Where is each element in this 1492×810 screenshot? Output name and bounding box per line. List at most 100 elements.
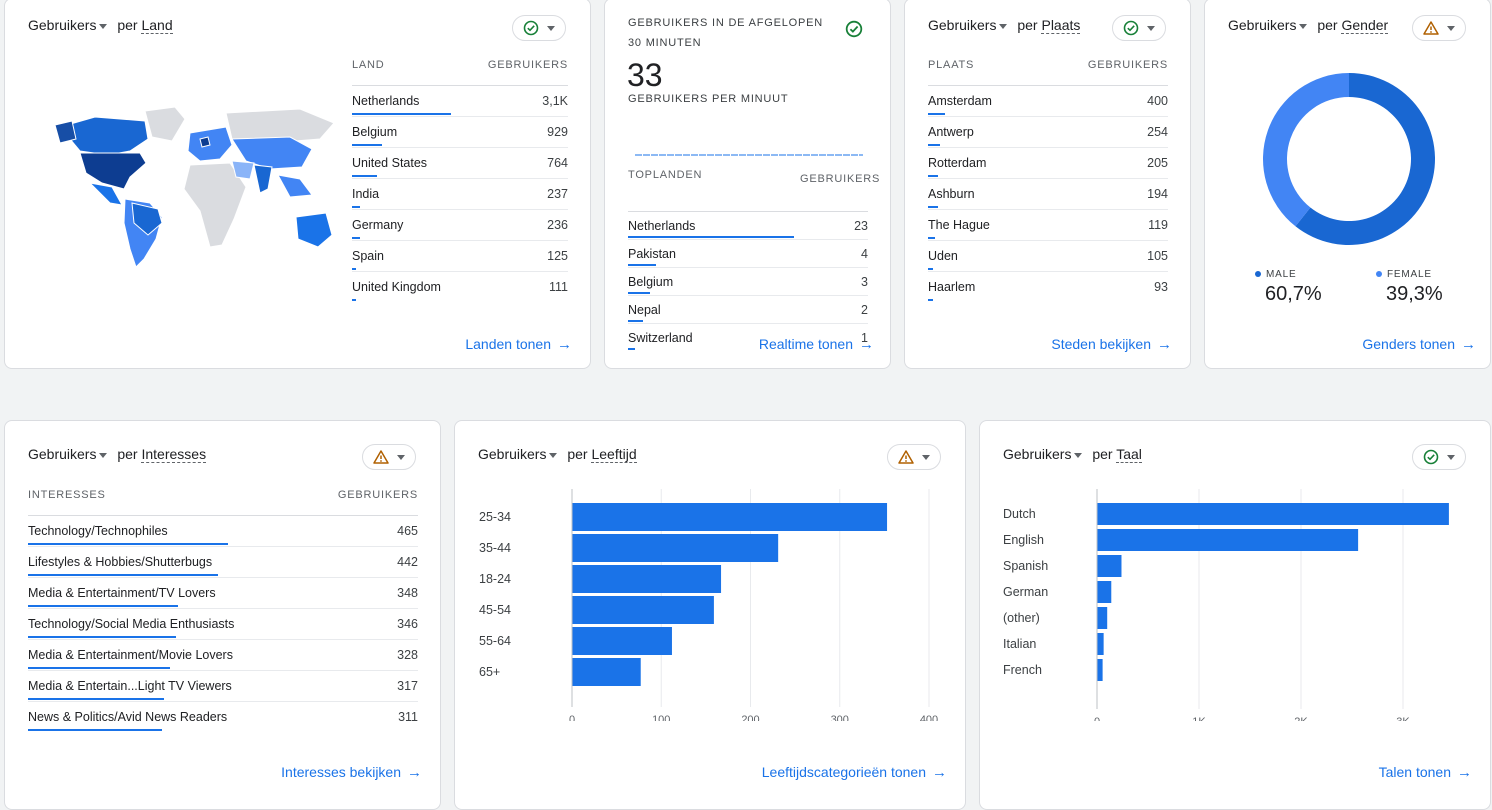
language-bar-chart[interactable]: 0 1K 2K 3K Dutch English Spanish German (other) I… bbox=[980, 481, 1490, 721]
category-label: Dutch bbox=[1003, 507, 1036, 521]
table-row[interactable]: Uden 105 bbox=[928, 241, 1168, 272]
per-label: per bbox=[1017, 17, 1038, 33]
show-interests-link[interactable]: Interesses bekijken → bbox=[281, 764, 422, 781]
legend-female: FEMALE bbox=[1376, 269, 1432, 280]
dimension-label[interactable]: Taal bbox=[1116, 446, 1142, 463]
show-cities-link[interactable]: Steden bekijken → bbox=[1051, 336, 1172, 353]
metric-selector[interactable]: Gebruikers bbox=[1003, 446, 1088, 462]
map-region-canada bbox=[59, 116, 149, 156]
show-countries-link[interactable]: Landen tonen → bbox=[465, 336, 572, 353]
bar-55-64[interactable] bbox=[572, 627, 672, 655]
table-row[interactable]: Media & Entertainment/Movie Lovers 328 bbox=[28, 640, 418, 671]
row-label: The Hague bbox=[928, 218, 990, 232]
dimension-label[interactable]: Interesses bbox=[141, 446, 207, 463]
bar-65+[interactable] bbox=[572, 658, 641, 686]
row-share-bar bbox=[628, 236, 794, 238]
status-menu[interactable] bbox=[887, 444, 941, 470]
dimension-label[interactable]: Land bbox=[141, 17, 173, 34]
table-row[interactable]: Lifestyles & Hobbies/Shutterbugs 442 bbox=[28, 547, 418, 578]
table-row[interactable]: Rotterdam 205 bbox=[928, 148, 1168, 179]
row-label: Amsterdam bbox=[928, 94, 992, 108]
bar-(other)[interactable] bbox=[1097, 607, 1108, 629]
table-row[interactable]: Amsterdam 400 bbox=[928, 86, 1168, 117]
per-label: per bbox=[117, 446, 138, 462]
check-circle-icon[interactable] bbox=[845, 20, 863, 38]
donut-slice-male[interactable] bbox=[1295, 73, 1435, 245]
table-row[interactable]: Nepal 2 bbox=[628, 296, 868, 324]
bar-Spanish[interactable] bbox=[1097, 555, 1122, 577]
table-row[interactable]: Netherlands 3,1K bbox=[352, 86, 568, 117]
table-row[interactable]: Technology/Social Media Enthusiasts 346 bbox=[28, 609, 418, 640]
status-menu[interactable] bbox=[1412, 15, 1466, 41]
row-value: 465 bbox=[397, 524, 418, 538]
bar-French[interactable] bbox=[1097, 659, 1103, 681]
table-row[interactable]: Haarlem 93 bbox=[928, 272, 1168, 302]
metric-selector[interactable]: Gebruikers bbox=[28, 17, 113, 33]
dimension-label[interactable]: Gender bbox=[1341, 17, 1389, 34]
row-label: United States bbox=[352, 156, 428, 170]
status-menu[interactable] bbox=[512, 15, 566, 41]
row-label: Media & Entertainment/Movie Lovers bbox=[28, 648, 233, 662]
table-row[interactable]: Spain 125 bbox=[352, 241, 568, 272]
table-row[interactable]: Antwerp 254 bbox=[928, 117, 1168, 148]
row-label: Rotterdam bbox=[928, 156, 987, 170]
show-languages-link[interactable]: Talen tonen → bbox=[1378, 764, 1472, 781]
status-menu[interactable] bbox=[362, 444, 416, 470]
bar-Dutch[interactable] bbox=[1097, 503, 1449, 525]
table-row[interactable]: Germany 236 bbox=[352, 210, 568, 241]
warning-triangle-icon bbox=[1423, 21, 1439, 35]
legend-female-value: 39,3% bbox=[1386, 283, 1443, 305]
map-region-australia bbox=[295, 212, 333, 248]
per-label: per bbox=[1317, 17, 1338, 33]
metric-selector[interactable]: Gebruikers bbox=[1228, 17, 1313, 33]
table-row[interactable]: Belgium 929 bbox=[352, 117, 568, 148]
category-label: 45-54 bbox=[479, 603, 511, 617]
row-value: 111 bbox=[548, 280, 568, 294]
row-label: Netherlands bbox=[628, 218, 696, 233]
donut-slice-female[interactable] bbox=[1263, 73, 1349, 227]
bar-English[interactable] bbox=[1097, 529, 1359, 551]
show-age-categories-link[interactable]: Leeftijdscategorieën tonen → bbox=[761, 764, 947, 781]
bar-Italian[interactable] bbox=[1097, 633, 1104, 655]
row-value: 194 bbox=[1147, 187, 1168, 201]
table-row[interactable]: Media & Entertainment/TV Lovers 348 bbox=[28, 578, 418, 609]
bar-45-54[interactable] bbox=[572, 596, 714, 624]
per-minute-bars[interactable] bbox=[635, 152, 865, 158]
row-label: Ashburn bbox=[928, 187, 975, 201]
table-row[interactable]: United Kingdom 111 bbox=[352, 272, 568, 302]
bar-35-44[interactable] bbox=[572, 534, 779, 562]
show-realtime-link[interactable]: Realtime tonen → bbox=[758, 336, 874, 353]
dimension-label[interactable]: Plaats bbox=[1041, 17, 1081, 34]
arrow-right-icon: → bbox=[407, 764, 422, 781]
metric-selector[interactable]: Gebruikers bbox=[28, 446, 113, 462]
x-tick-label: 3K bbox=[1396, 716, 1410, 721]
bar-18-24[interactable] bbox=[572, 565, 722, 593]
gender-donut-chart[interactable] bbox=[1261, 71, 1437, 247]
bar-25-34[interactable] bbox=[572, 503, 888, 531]
status-menu[interactable] bbox=[1112, 15, 1166, 41]
metric-selector[interactable]: Gebruikers bbox=[928, 17, 1013, 33]
table-row[interactable]: Pakistan 4 bbox=[628, 240, 868, 268]
table-row[interactable]: Netherlands 23 bbox=[628, 212, 868, 240]
table-row[interactable]: Switzerland 1 bbox=[628, 324, 868, 351]
world-map[interactable] bbox=[50, 99, 345, 274]
show-genders-link[interactable]: Genders tonen → bbox=[1362, 336, 1476, 353]
table-row[interactable]: India 237 bbox=[352, 179, 568, 210]
table-row[interactable]: Technology/Technophiles 465 bbox=[28, 516, 418, 547]
status-menu[interactable] bbox=[1412, 444, 1466, 470]
category-label: 55-64 bbox=[479, 634, 511, 648]
table-row[interactable]: United States 764 bbox=[352, 148, 568, 179]
metric-selector[interactable]: Gebruikers bbox=[478, 446, 563, 462]
card-header: Gebruikers per Taal bbox=[1003, 446, 1142, 463]
bar-German[interactable] bbox=[1097, 581, 1112, 603]
table-row[interactable]: Ashburn 194 bbox=[928, 179, 1168, 210]
dimension-label[interactable]: Leeftijd bbox=[591, 446, 637, 463]
map-region-alaska bbox=[54, 120, 77, 144]
table-row[interactable]: News & Politics/Avid News Readers 311 bbox=[28, 702, 418, 732]
interests-card: Gebruikers per Interesses INTERESSES GEBR… bbox=[4, 420, 441, 810]
table-row[interactable]: Belgium 3 bbox=[628, 268, 868, 296]
table-row[interactable]: Media & Entertain...Light TV Viewers 317 bbox=[28, 671, 418, 702]
age-bar-chart[interactable]: 0 100 200 300 400 25-34 35-44 18-24 45-54 55-64 65… bbox=[455, 481, 965, 721]
map-region-greenland bbox=[144, 106, 186, 142]
table-row[interactable]: The Hague 119 bbox=[928, 210, 1168, 241]
